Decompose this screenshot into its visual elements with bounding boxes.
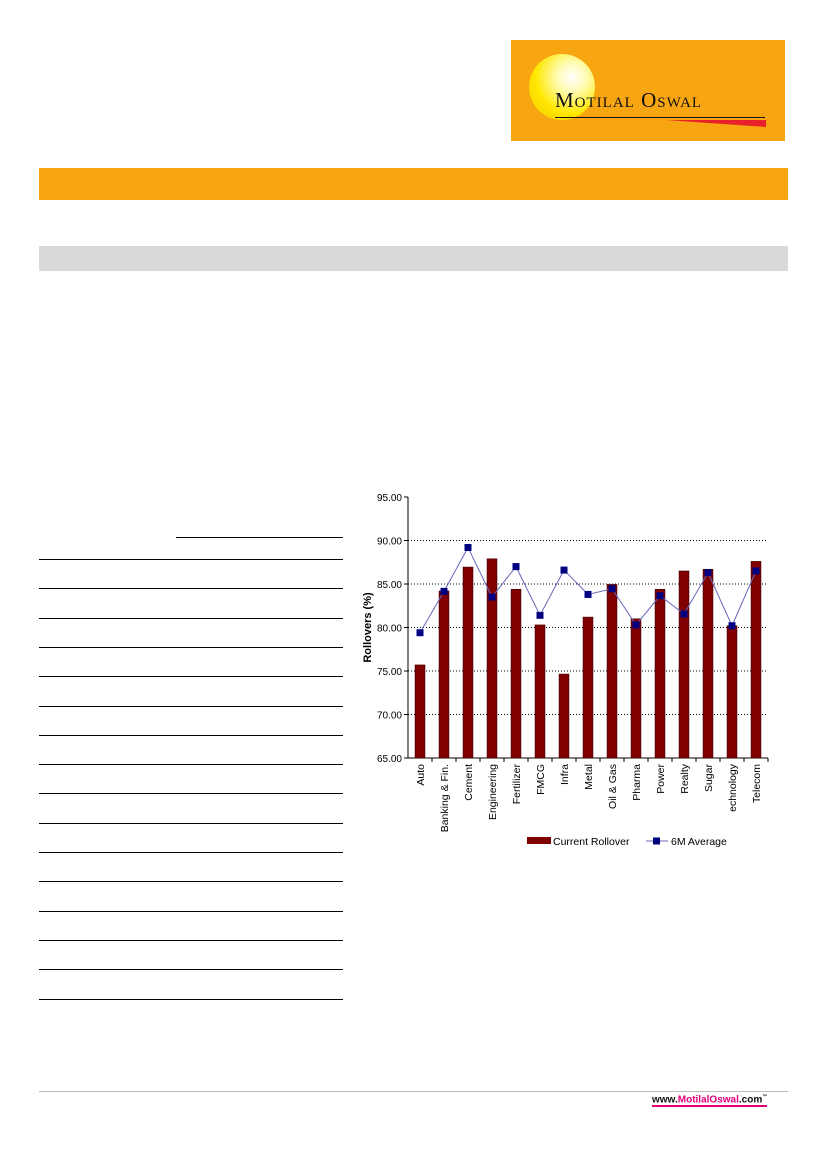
sun-icon — [529, 54, 595, 120]
x-tick-label: Fertilizer — [511, 764, 523, 805]
x-tick-label: Infra — [559, 764, 571, 785]
legend-label-current: Current Rollover — [553, 836, 630, 848]
table-row-line — [39, 646, 343, 648]
table-row-line — [39, 793, 343, 795]
table-row-line — [39, 559, 343, 560]
avg-marker-Fertilizer — [512, 563, 520, 571]
section-bar — [39, 246, 788, 271]
table-row-line — [39, 705, 343, 707]
avg-marker-Sugar — [704, 569, 712, 577]
y-tick-label: 80.00 — [377, 624, 402, 635]
x-tick-label: Sugar — [703, 764, 715, 793]
bar-Fertilizer — [510, 588, 522, 759]
table-row-line — [39, 852, 343, 853]
table-row-line — [39, 617, 343, 619]
bar-echnology — [726, 625, 738, 759]
table-row-line — [39, 764, 343, 766]
avg-marker-Realty — [680, 610, 688, 618]
logo-text: Motilal Oswal — [555, 88, 703, 112]
bar-Banking & Fin. — [438, 590, 450, 759]
avg-marker-Banking & Fin. — [440, 587, 448, 595]
table-row-line — [39, 588, 343, 590]
x-tick-label: Banking & Fin. — [439, 764, 451, 832]
y-tick-label: 65.00 — [377, 754, 402, 765]
y-tick-label: 85.00 — [377, 580, 402, 591]
x-tick-label: Telecom — [751, 764, 763, 803]
bar-Engineering — [486, 558, 498, 759]
x-tick-label: echnology — [727, 763, 739, 812]
logo-underline — [555, 117, 765, 118]
table-row-line — [39, 998, 343, 1000]
table-row-line — [39, 939, 343, 941]
avg-marker-Oil & Gas — [608, 585, 616, 593]
avg-marker-Power — [656, 592, 664, 600]
x-tick-label: Cement — [463, 764, 475, 801]
bar-Metal — [582, 616, 594, 759]
footer-divider — [39, 1091, 788, 1092]
bar-Cement — [462, 566, 474, 759]
legend-label-avg: 6M Average — [671, 836, 727, 848]
table-row-line — [39, 910, 343, 912]
rollover-chart: 65.00 70.00 75.00 80.00 85.00 90.00 95.00 Rollo… — [362, 493, 769, 848]
bar-Pharma — [630, 618, 642, 759]
y-axis-label: Rollovers (%) — [362, 592, 374, 663]
y-tick-label: 90.00 — [377, 537, 402, 548]
x-tick-label: Power — [655, 764, 667, 794]
x-tick-label: FMCG — [535, 764, 547, 795]
avg-marker-Metal — [584, 590, 592, 598]
legend-swatch-current — [527, 837, 551, 844]
bar-Sugar — [702, 568, 714, 759]
bar-Power — [654, 588, 666, 759]
avg-marker-Auto — [416, 629, 424, 637]
logo-swoosh — [666, 120, 766, 127]
table-row-line — [39, 676, 343, 678]
trademark: ™ — [762, 1094, 768, 1100]
y-tick-label: 95.00 — [377, 493, 402, 504]
url-brand: MotilalOswal — [677, 1094, 739, 1106]
title-banner — [39, 168, 788, 200]
table-header-line — [176, 537, 343, 538]
avg-marker-Pharma — [632, 621, 640, 629]
x-tick-label: Engineering — [487, 764, 499, 820]
table-row-line — [39, 734, 343, 736]
y-tick-label: 75.00 — [377, 667, 402, 678]
x-tick-label: Auto — [415, 764, 427, 786]
x-tick-label: Oil & Gas — [607, 764, 619, 809]
y-tick-label: 70.00 — [377, 711, 402, 722]
avg-marker-Engineering — [488, 593, 496, 601]
url-suffix: .com — [738, 1094, 763, 1106]
x-tick-label: Realty — [679, 763, 691, 794]
avg-marker-FMCG — [536, 611, 544, 619]
avg-marker-echnology — [728, 622, 736, 630]
bar-Infra — [558, 673, 570, 759]
legend-marker-avg — [653, 837, 660, 845]
motilal-oswal-logo: Motilal Oswal — [511, 40, 785, 141]
table-row-line — [39, 822, 343, 824]
table-row-line — [39, 881, 343, 883]
avg-marker-Telecom — [752, 567, 760, 575]
bar-Realty — [678, 570, 690, 759]
footer-website-link[interactable]: www.MotilalOswal.com™ — [652, 1094, 768, 1108]
avg-marker-Infra — [560, 566, 568, 574]
bar-Oil & Gas — [606, 584, 618, 759]
x-tick-label: Metal — [583, 764, 595, 790]
avg-marker-Cement — [464, 543, 472, 551]
table-row-line — [39, 969, 343, 971]
x-tick-label: Pharma — [631, 764, 643, 801]
bar-FMCG — [534, 624, 546, 759]
url-prefix: www. — [652, 1094, 678, 1106]
bar-Telecom — [750, 561, 762, 759]
bar-Auto — [414, 664, 426, 759]
